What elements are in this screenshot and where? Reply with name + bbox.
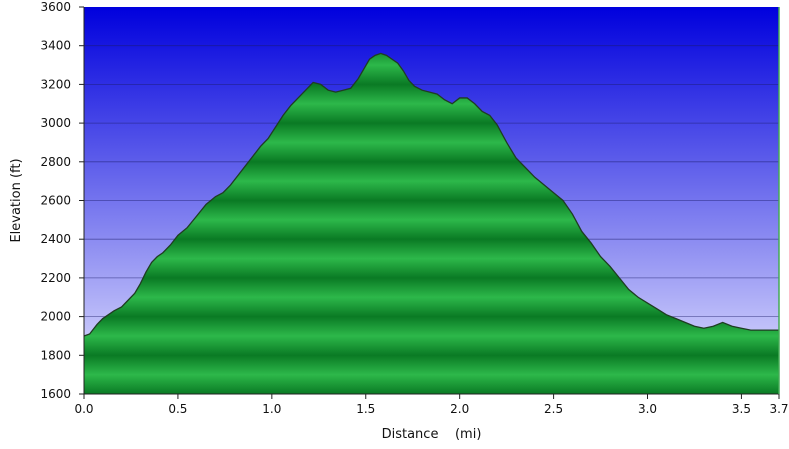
y-tick-label: 3400 — [40, 39, 71, 53]
y-tick-label: 1800 — [40, 348, 71, 362]
y-tick-label: 3600 — [40, 0, 71, 14]
y-tick-label: 2400 — [40, 232, 71, 246]
y-tick-label: 2800 — [40, 155, 71, 169]
y-tick-label: 2000 — [40, 310, 71, 324]
y-axis-ticks: 1600 1800 2000 2200 2400 2600 2800 3000 3200 3400… — [40, 0, 84, 401]
y-tick-label: 2200 — [40, 271, 71, 285]
x-tick-label: 3.7 — [769, 402, 788, 416]
x-axis-title: Distance (mi) — [382, 427, 482, 442]
elevation-area — [84, 53, 779, 394]
y-tick-label: 3000 — [40, 116, 71, 130]
x-tick-label: 2.5 — [544, 402, 563, 416]
y-axis-title: Elevation (ft) — [9, 158, 24, 242]
x-tick-label: 3.5 — [732, 402, 751, 416]
x-tick-label: 2.0 — [450, 402, 469, 416]
x-tick-label: 1.0 — [262, 402, 281, 416]
y-tick-label: 1600 — [40, 387, 71, 401]
y-tick-label: 3200 — [40, 77, 71, 91]
y-tick-label: 2600 — [40, 194, 71, 208]
x-tick-label: 0.5 — [168, 402, 187, 416]
x-axis-ticks: 0.0 0.5 1.0 1.5 2.0 2.5 3.0 3.5 3.7 — [74, 394, 789, 416]
x-tick-label: 0.0 — [74, 402, 93, 416]
elevation-line — [83, 52, 779, 337]
x-tick-label: 1.5 — [356, 402, 375, 416]
x-tick-label: 3.0 — [638, 402, 657, 416]
